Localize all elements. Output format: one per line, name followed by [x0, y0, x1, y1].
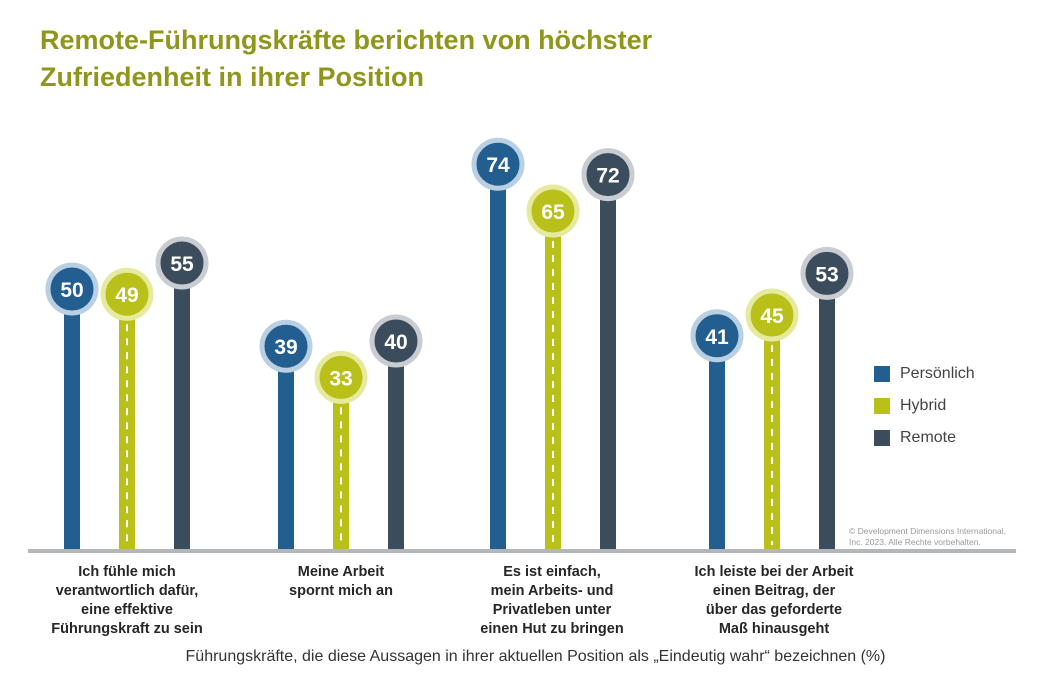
bar-remote-1	[174, 263, 190, 549]
bar-hybrid-1	[119, 294, 135, 549]
x-axis-baseline	[28, 549, 1016, 553]
category-label-4-line-3: über das geforderte	[705, 602, 843, 618]
category-label-1-line-4: Führungskraft zu sein	[51, 621, 203, 637]
bar-hybrid-3	[545, 211, 561, 549]
bar-persoenlich-2	[278, 346, 294, 549]
bubble-persoenlich-2	[259, 319, 313, 373]
legend: Persönlich Hybrid Remote	[874, 358, 975, 454]
value-label-hybrid-3: 65	[541, 201, 565, 224]
value-label-remote-4: 53	[815, 263, 838, 286]
bar-persoenlich-1	[64, 289, 80, 549]
bubble-remote-1	[155, 236, 209, 290]
bar-remote-2	[388, 341, 404, 549]
category-label-4: Ich leiste bei der Arbeit einen Beitrag,…	[659, 563, 889, 639]
chart-title-line-1: Remote-Führungskräfte berichten von höch…	[40, 25, 653, 55]
category-label-2-line-2: spornt mich an	[289, 583, 393, 599]
bar-persoenlich-3	[490, 164, 506, 549]
value-label-remote-2: 40	[384, 331, 407, 354]
bubble-remote-4	[800, 246, 854, 300]
bar-remote-4	[819, 273, 835, 549]
category-label-2-line-1: Meine Arbeit	[297, 564, 385, 580]
category-label-2: Meine Arbeit spornt mich an	[226, 563, 456, 601]
chart-marks: 50 39 74 41 49 33 65 45 55 40 72 53	[45, 137, 854, 549]
category-label-4-line-2: einen Beitrag, der	[712, 583, 836, 599]
category-label-1: Ich fühle mich verantwortlich dafür, ein…	[12, 563, 242, 639]
bubble-hybrid-4	[745, 288, 799, 342]
value-label-hybrid-1: 49	[115, 284, 138, 307]
bar-remote-3	[600, 174, 616, 549]
bubble-hybrid-2	[314, 350, 368, 404]
category-label-1-line-3: eine effektive	[81, 602, 173, 618]
value-label-persoenlich-1: 50	[60, 279, 83, 302]
value-label-persoenlich-2: 39	[274, 336, 297, 359]
bar-persoenlich-4	[709, 335, 725, 549]
legend-swatch-hybrid	[874, 398, 890, 414]
bubble-hybrid-1	[100, 267, 154, 321]
bubble-remote-2	[369, 314, 423, 368]
category-label-3-line-3: Privatleben unter	[492, 602, 612, 618]
legend-label-hybrid: Hybrid	[900, 397, 947, 414]
copyright-note: © Development Dimensions International, …	[849, 526, 1024, 548]
x-axis-label: Führungskräfte, die diese Aussagen in ih…	[185, 648, 886, 665]
legend-item-hybrid: Hybrid	[874, 390, 975, 422]
legend-item-persoenlich: Persönlich	[874, 358, 975, 390]
value-label-hybrid-2: 33	[329, 367, 352, 390]
value-label-remote-3: 72	[596, 165, 619, 188]
category-label-3-line-1: Es ist einfach,	[503, 564, 601, 580]
chart-title-line-2: Zufriedenheit in ihrer Position	[40, 62, 425, 92]
value-label-remote-1: 55	[170, 253, 194, 276]
legend-label-persoenlich: Persönlich	[900, 365, 975, 382]
copyright-line-1: © Development Dimensions International,	[849, 526, 1006, 536]
category-label-1-line-1: Ich fühle mich	[78, 564, 176, 580]
chart-title: Remote-Führungskräfte berichten von höch…	[40, 22, 840, 96]
bubble-remote-3	[581, 148, 635, 202]
legend-item-remote: Remote	[874, 422, 975, 454]
category-label-3: Es ist einfach, mein Arbeits- und Privat…	[437, 563, 667, 639]
value-label-hybrid-4: 45	[760, 305, 784, 328]
legend-swatch-persoenlich	[874, 366, 890, 382]
value-label-persoenlich-4: 41	[705, 326, 729, 349]
value-label-persoenlich-3: 74	[486, 154, 510, 177]
category-label-3-line-4: einen Hut zu bringen	[480, 621, 624, 637]
category-label-1-line-2: verantwortlich dafür,	[55, 583, 199, 599]
bubble-persoenlich-4	[690, 309, 744, 363]
category-label-4-line-4: Maß hinausgeht	[718, 621, 830, 637]
category-label-3-line-2: mein Arbeits- und	[490, 583, 614, 599]
legend-swatch-remote	[874, 430, 890, 446]
category-label-4-line-1: Ich leiste bei der Arbeit	[694, 564, 854, 580]
legend-label-remote: Remote	[900, 429, 957, 446]
bubble-persoenlich-3	[471, 137, 525, 191]
bubble-persoenlich-1	[45, 262, 99, 316]
bar-hybrid-2	[333, 377, 349, 549]
copyright-line-2: Inc. 2023. Alle Rechte vorbehalten.	[849, 537, 981, 547]
bubble-hybrid-3	[526, 184, 580, 238]
